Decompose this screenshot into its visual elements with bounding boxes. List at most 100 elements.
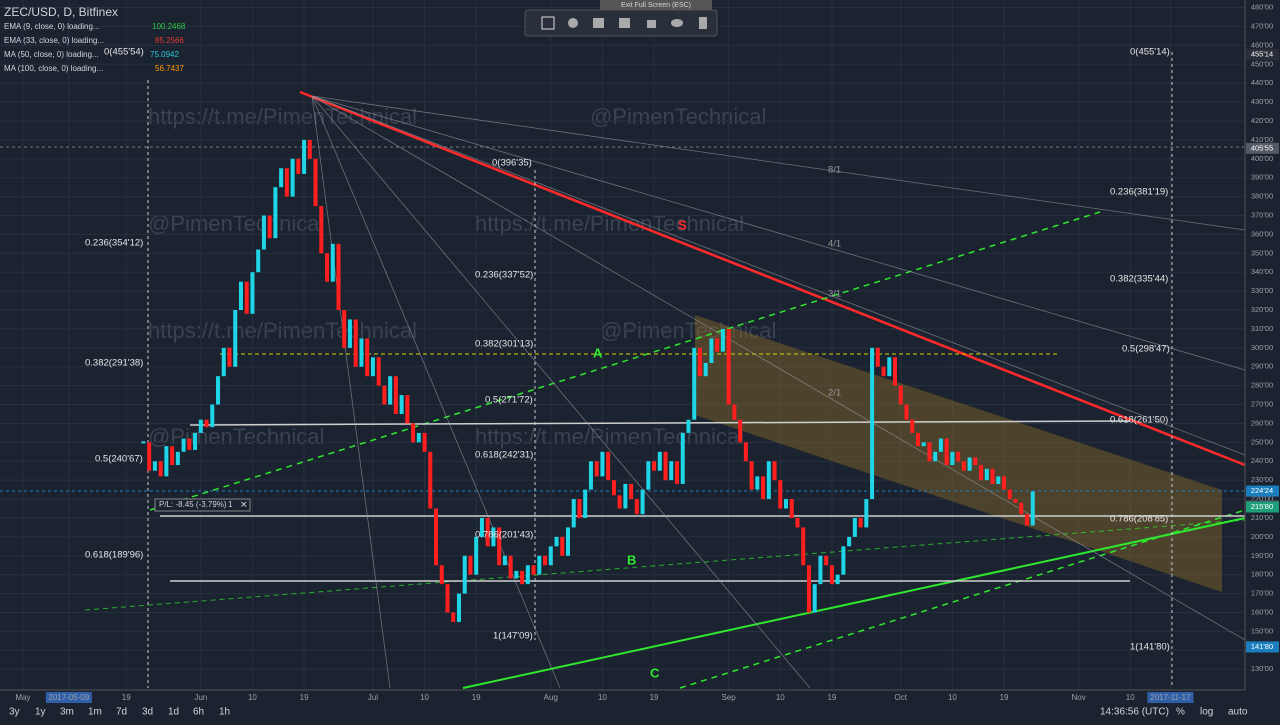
fib-label: 0.382(335'44) bbox=[1110, 274, 1168, 285]
fan-lines bbox=[311, 95, 1246, 689]
price-tag-label: 405'55 bbox=[1251, 143, 1273, 152]
delete-icon[interactable] bbox=[699, 17, 707, 29]
study-value: 100.2468 bbox=[152, 22, 186, 31]
line-label: C bbox=[650, 665, 660, 680]
close-position[interactable]: ✕ bbox=[240, 499, 248, 509]
range-button[interactable]: 1d bbox=[168, 707, 179, 718]
candle bbox=[445, 584, 450, 613]
candles bbox=[141, 139, 1035, 622]
candle bbox=[893, 357, 898, 386]
exit-fullscreen[interactable] bbox=[600, 0, 712, 10]
range-button[interactable]: 1h bbox=[219, 707, 230, 718]
study-value: 85.2566 bbox=[155, 36, 184, 45]
fib-label: 0.382(301'13) bbox=[475, 339, 533, 350]
visibility-icon[interactable] bbox=[671, 19, 683, 27]
lock-icon[interactable] bbox=[647, 20, 656, 28]
candle bbox=[233, 310, 238, 367]
fan-line bbox=[311, 95, 561, 689]
watermark: @PimenTechnical bbox=[148, 424, 324, 449]
candle bbox=[818, 555, 823, 585]
study-name: EMA (33, close, 0) loading... bbox=[4, 36, 104, 45]
fib-label: 1(147'09) bbox=[493, 631, 533, 642]
candle bbox=[864, 499, 869, 528]
candle bbox=[198, 419, 203, 433]
candle bbox=[256, 249, 261, 273]
candle bbox=[979, 465, 984, 481]
candle bbox=[152, 461, 157, 471]
range-button[interactable]: 3m bbox=[60, 707, 74, 718]
log-toggle[interactable]: log bbox=[1200, 707, 1213, 718]
candle bbox=[210, 404, 215, 428]
candle bbox=[531, 565, 536, 575]
candle bbox=[319, 206, 324, 254]
position-pl: P/L: -8.45 (-3.79%) bbox=[159, 500, 227, 509]
candle bbox=[749, 461, 754, 490]
range-button[interactable]: 3d bbox=[142, 707, 153, 718]
template-icon[interactable] bbox=[593, 18, 604, 28]
range-button[interactable]: 3y bbox=[9, 707, 20, 718]
candle bbox=[193, 432, 198, 450]
candle bbox=[577, 499, 582, 518]
y-tick-label: 360'00 bbox=[1251, 229, 1273, 238]
x-tick-label: 2017-11-17 bbox=[1150, 693, 1191, 702]
y-tick-label: 330'00 bbox=[1251, 286, 1273, 295]
y-tick-label: 450'00 bbox=[1251, 59, 1273, 68]
candle bbox=[720, 328, 725, 352]
candle bbox=[870, 347, 875, 500]
y-tick-label: 440'00 bbox=[1251, 78, 1273, 87]
candle bbox=[875, 347, 880, 367]
candle bbox=[755, 476, 760, 490]
candle bbox=[405, 395, 410, 424]
fib-label: 0.618(261'50) bbox=[1110, 415, 1168, 426]
x-tick-label: 2017-05-09 bbox=[48, 693, 89, 702]
candle bbox=[376, 357, 381, 386]
x-tick-label: 19 bbox=[122, 693, 131, 702]
symbol: ZEC/USD, D, Bitfinex bbox=[4, 5, 118, 19]
candle bbox=[388, 376, 393, 405]
watermark: https://t.me/PimenTechnical bbox=[475, 424, 744, 449]
x-tick-label: May bbox=[15, 693, 30, 702]
fib-label: 0.236(381'19) bbox=[1110, 187, 1168, 198]
x-tick-label: Nov bbox=[1072, 693, 1086, 702]
candle bbox=[812, 584, 817, 613]
range-button[interactable]: 1m bbox=[88, 707, 102, 718]
candle bbox=[927, 442, 932, 462]
trend-line-a bbox=[149, 211, 1101, 511]
y-tick-label: 210'00 bbox=[1251, 513, 1273, 522]
x-tick-label: Jun bbox=[194, 693, 207, 702]
candle bbox=[399, 395, 404, 414]
fib-label: 0.236(354'12) bbox=[85, 238, 143, 249]
fan-line bbox=[311, 95, 1246, 371]
auto-toggle[interactable]: auto bbox=[1228, 707, 1248, 718]
pen-icon[interactable] bbox=[541, 16, 555, 30]
candle bbox=[554, 536, 559, 547]
candle bbox=[910, 419, 915, 433]
price-tag bbox=[1246, 501, 1279, 513]
clock: 14:36:56 (UTC) bbox=[1100, 707, 1169, 718]
candle bbox=[973, 457, 978, 466]
range-button[interactable]: 1y bbox=[35, 707, 46, 718]
price-tag-label: 215'80 bbox=[1251, 502, 1273, 511]
candle bbox=[629, 483, 634, 500]
percent-toggle[interactable]: % bbox=[1176, 707, 1185, 718]
candle bbox=[393, 376, 398, 414]
y-tick-label: 200'00 bbox=[1251, 532, 1273, 541]
y-tick-label: 270'00 bbox=[1251, 400, 1273, 409]
x-tick-label: Oct bbox=[895, 693, 908, 702]
candle bbox=[502, 555, 507, 566]
settings-icon[interactable] bbox=[568, 18, 578, 28]
position-box[interactable] bbox=[154, 498, 251, 512]
range-button[interactable]: 6h bbox=[193, 707, 204, 718]
price-tag-label: 224'24 bbox=[1251, 486, 1273, 495]
candle bbox=[261, 215, 266, 250]
fib-label: 0.5(298'47) bbox=[1122, 344, 1170, 355]
fib-label: 0.786(208'85) bbox=[1110, 514, 1168, 525]
candle bbox=[434, 508, 439, 566]
candle bbox=[330, 243, 335, 282]
candle bbox=[732, 404, 737, 420]
candle bbox=[674, 461, 680, 484]
candle bbox=[789, 499, 794, 518]
range-button[interactable]: 7d bbox=[116, 707, 127, 718]
copy-icon[interactable] bbox=[619, 18, 630, 28]
